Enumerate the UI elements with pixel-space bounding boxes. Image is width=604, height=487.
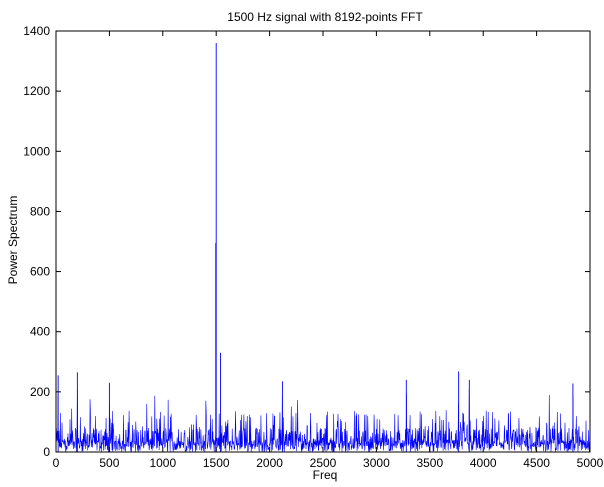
- y-axis-label: Power Spectrum: [6, 196, 20, 285]
- y-tick-label: 1000: [23, 144, 50, 158]
- chart-title: 1500 Hz signal with 8192-points FFT: [227, 10, 423, 24]
- spectrum-series: [55, 43, 591, 453]
- y-tick-label: 800: [30, 204, 50, 218]
- y-tick-label: 0: [43, 445, 50, 459]
- x-tick-label: 0: [53, 456, 60, 470]
- x-tick-label: 2500: [310, 456, 337, 470]
- x-tick-label: 500: [99, 456, 119, 470]
- x-tick-label: 4000: [470, 456, 497, 470]
- y-tick-label: 1400: [23, 24, 50, 38]
- plot-area: [56, 31, 590, 452]
- y-tick-label: 1200: [23, 84, 50, 98]
- axes: 0 500 1000 1500 2000 2500 3000 3500 4000 4500 5000…: [23, 24, 603, 470]
- y-tick-label: 600: [30, 265, 50, 279]
- x-axis-label: Freq: [313, 468, 338, 482]
- x-tick-label: 5000: [577, 456, 604, 470]
- y-tick-label: 200: [30, 385, 50, 399]
- y-tick-label: 400: [30, 325, 50, 339]
- x-tick-label: 1500: [203, 456, 230, 470]
- plot-background: [56, 31, 590, 452]
- x-tick-label: 3500: [416, 456, 443, 470]
- x-tick-label: 1000: [149, 456, 176, 470]
- x-tick-label: 4500: [523, 456, 550, 470]
- spectrum-line: [55, 389, 591, 453]
- x-tick-label: 2000: [256, 456, 283, 470]
- x-tick-label: 3000: [363, 456, 390, 470]
